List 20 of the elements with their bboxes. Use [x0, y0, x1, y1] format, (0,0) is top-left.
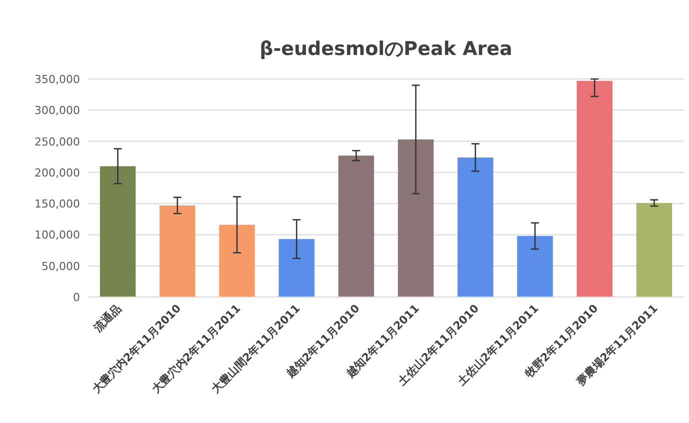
- bar: [219, 224, 255, 297]
- bar: [278, 239, 314, 297]
- y-tick-label: 250,000: [34, 135, 80, 148]
- bar: [517, 236, 553, 297]
- y-tick-label: 350,000: [34, 73, 80, 86]
- y-tick-label: 50,000: [42, 260, 80, 273]
- bar: [338, 156, 374, 297]
- chart-title: β-eudesmolのPeak Area: [260, 38, 512, 60]
- bar: [398, 139, 434, 297]
- bar: [576, 80, 612, 297]
- y-tick-label: 0: [73, 291, 80, 304]
- y-tick-label: 300,000: [34, 104, 80, 118]
- y-tick-label: 100,000: [34, 228, 80, 242]
- bar: [160, 205, 196, 297]
- x-tick-label: 流通品: [90, 302, 124, 336]
- y-tick-label: 200,000: [34, 166, 80, 180]
- y-tick-label: 150,000: [34, 198, 80, 211]
- bar: [100, 166, 136, 297]
- bar: [636, 202, 672, 297]
- bar: [458, 157, 494, 297]
